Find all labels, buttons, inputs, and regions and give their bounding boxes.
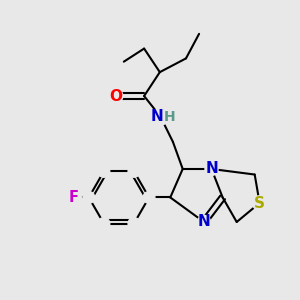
Circle shape [205,162,218,176]
Circle shape [83,191,95,203]
Circle shape [128,218,140,230]
Text: H: H [164,110,176,124]
Circle shape [98,166,110,177]
Text: S: S [254,196,265,211]
Circle shape [143,191,155,203]
Text: F: F [69,190,79,205]
Text: N: N [198,214,210,230]
Circle shape [67,190,81,205]
Text: N: N [150,109,163,124]
Circle shape [252,196,267,210]
Circle shape [98,218,110,230]
Circle shape [197,215,211,229]
Text: N: N [205,161,218,176]
Circle shape [109,89,123,103]
Circle shape [152,108,169,125]
Circle shape [128,166,140,177]
Text: O: O [109,88,122,104]
